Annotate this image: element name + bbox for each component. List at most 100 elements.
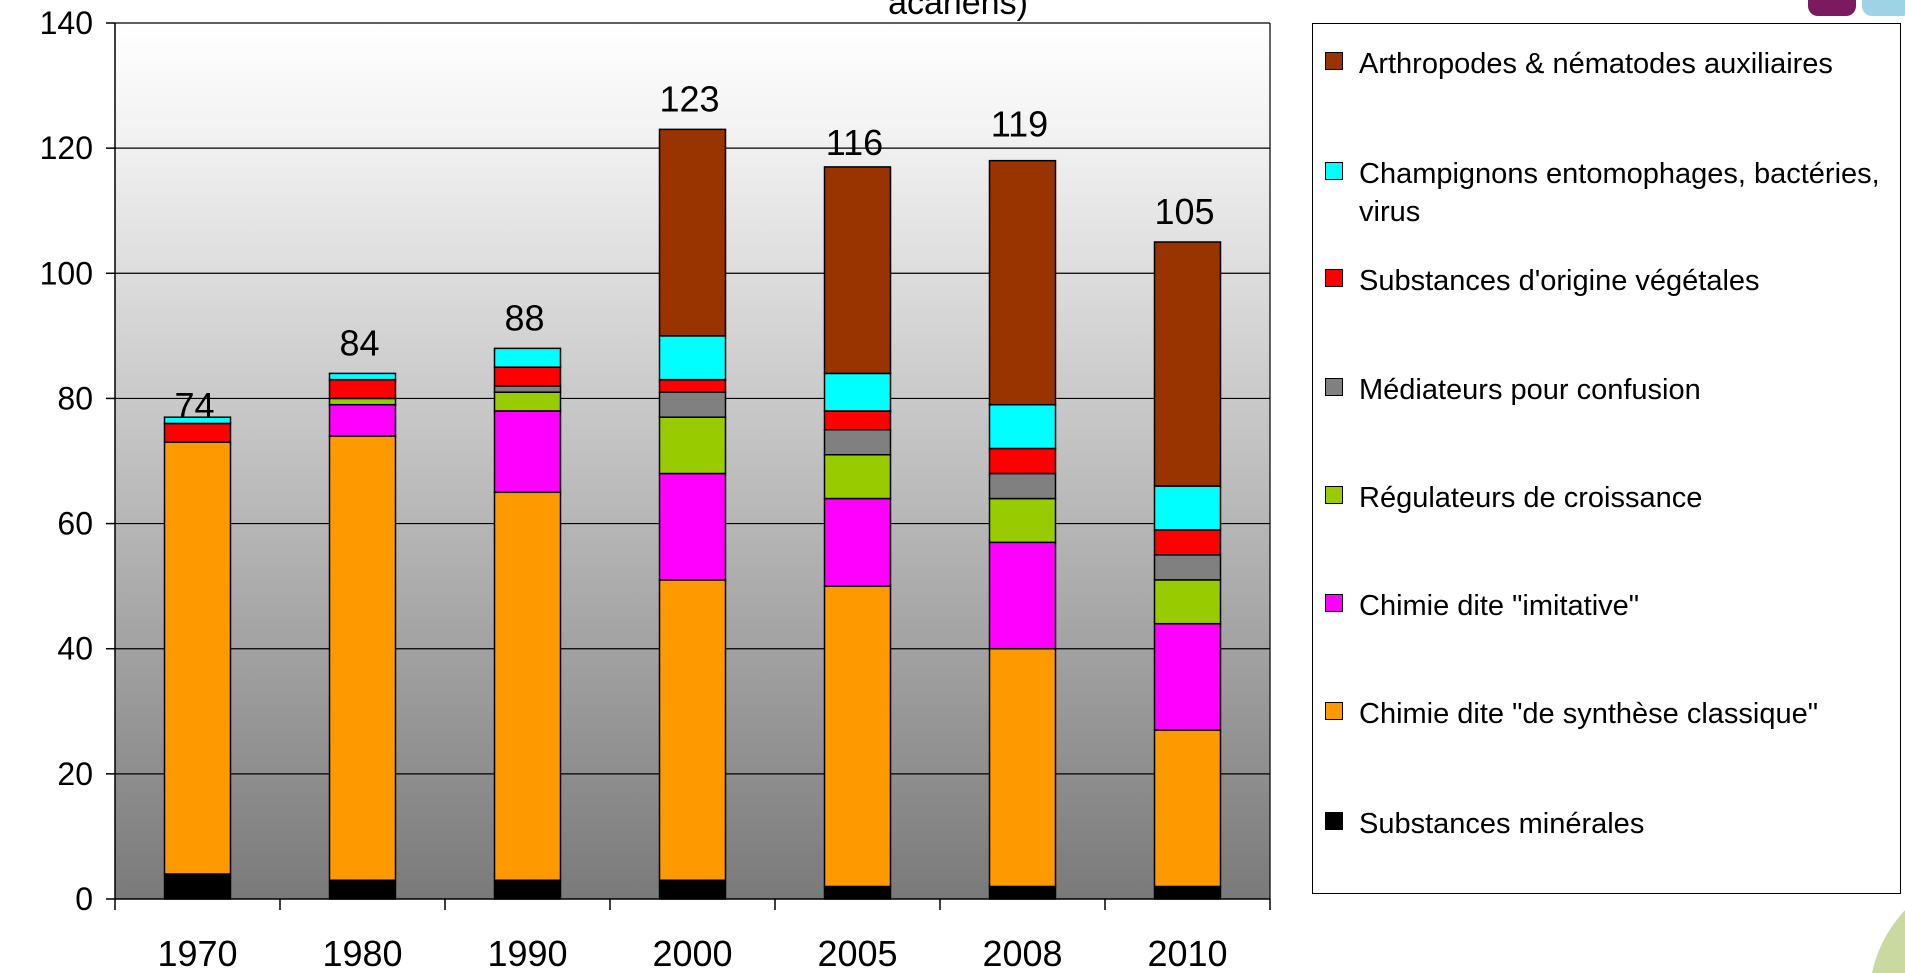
bar-segment	[658, 879, 727, 900]
y-tick-label: 40	[57, 631, 93, 667]
total-label: 84	[339, 322, 379, 363]
bar-segment	[988, 403, 1057, 450]
y-tick-label: 60	[57, 506, 93, 542]
bar-segment	[493, 366, 562, 387]
legend-swatch	[1325, 52, 1343, 70]
bar-segment	[493, 491, 562, 881]
decor-blue-tab	[1862, 0, 1905, 16]
bar-segment	[988, 497, 1057, 544]
bar-segment	[658, 391, 727, 418]
legend-label: Médiateurs pour confusion	[1359, 374, 1701, 406]
y-tick-labels: 0 20 40 60 80 100 120 140	[40, 5, 93, 917]
bar-segment	[988, 447, 1057, 475]
bar-segment	[658, 416, 727, 475]
bar-segment	[1153, 241, 1222, 487]
bar-segment	[1153, 729, 1222, 888]
bar-segment	[493, 391, 562, 412]
legend-swatch	[1325, 702, 1343, 720]
x-tick-label: 2005	[817, 933, 897, 973]
bar-segment	[163, 873, 232, 900]
legend-swatch	[1325, 486, 1343, 504]
legend-swatch	[1325, 594, 1343, 612]
bar-segment	[823, 453, 892, 500]
y-tick-label: 120	[40, 130, 93, 166]
bar-segment	[328, 397, 397, 406]
legend-swatch	[1325, 812, 1343, 830]
total-label: 119	[991, 103, 1048, 144]
legend-label: Chimie dite "imitative"	[1359, 590, 1640, 622]
bar-segment	[823, 585, 892, 888]
legend-swatch	[1325, 269, 1343, 287]
bar-segment	[1153, 579, 1222, 625]
bar-segment	[1153, 554, 1222, 581]
y-tick-label: 140	[40, 5, 93, 41]
bar-segment	[1153, 622, 1222, 731]
bar-segment	[658, 378, 727, 393]
bar-segment	[988, 647, 1057, 888]
bar-segment	[823, 497, 892, 587]
bar-segment	[163, 416, 232, 425]
decor-purple-tab	[1808, 0, 1856, 16]
legend-swatch	[1325, 378, 1343, 396]
total-label: 123	[659, 78, 719, 119]
bar-segment	[988, 885, 1057, 900]
x-tick-label: 2010	[1147, 933, 1227, 973]
legend-label: Champignons entomophages, bactéries, vir…	[1359, 158, 1880, 228]
total-label: 116	[826, 122, 883, 163]
total-label: 105	[1154, 191, 1214, 232]
bar-segment	[328, 879, 397, 900]
bar-segment	[328, 435, 397, 881]
bar-segment	[1153, 485, 1222, 531]
legend-label: Arthropodes & nématodes auxiliaires	[1359, 48, 1833, 80]
bar-segment	[328, 378, 397, 400]
bar-segment	[823, 428, 892, 456]
bar-segment	[823, 166, 892, 375]
bar-segment	[823, 410, 892, 431]
y-tick-label: 0	[75, 881, 93, 917]
x-tick-label: 1990	[487, 933, 567, 973]
x-tick-label: 1980	[322, 933, 402, 973]
bar-segment	[823, 885, 892, 900]
x-tick-label: 1970	[157, 933, 237, 973]
bar-segment	[988, 159, 1057, 406]
bar-segment	[658, 335, 727, 381]
bar-segment	[988, 472, 1057, 500]
legend-label: Régulateurs de croissance	[1359, 482, 1703, 514]
legend-label: Substances minérales	[1359, 808, 1645, 840]
total-labels: 74 84 88 123 116 119 105	[174, 78, 1214, 426]
legend: Arthropodes & nématodes auxiliaires Champ…	[1312, 23, 1901, 894]
bar-segment	[163, 422, 232, 443]
bar-segment	[658, 128, 727, 337]
y-tick-label: 20	[57, 756, 93, 792]
bar-segment	[658, 579, 727, 881]
y-tick-label: 100	[40, 255, 93, 291]
decor-green-leaf	[1872, 910, 1905, 973]
bar-segment	[328, 403, 397, 437]
corner-leaf-decoration	[1872, 910, 1905, 973]
axes	[106, 22, 1271, 910]
bar-segment	[163, 441, 232, 875]
bar-segment	[823, 372, 892, 412]
legend-label: Chimie dite "de synthèse classique"	[1359, 698, 1819, 730]
bar-segment	[493, 410, 562, 494]
x-tick-labels: 1970 1980 1990 2000 2005 2008 2010	[157, 933, 1227, 973]
legend-swatch	[1325, 162, 1343, 180]
bar-segment	[493, 385, 562, 393]
bar-segment	[658, 472, 727, 581]
bar-segment	[493, 347, 562, 368]
bar-segment	[328, 372, 397, 381]
total-label: 88	[504, 297, 544, 338]
x-tick-label: 2008	[982, 933, 1062, 973]
y-tick-label: 80	[57, 380, 93, 416]
chart-title: acariens)	[888, 0, 1028, 22]
total-label: 74	[174, 385, 214, 426]
legend-label: Substances d'origine végétales	[1359, 265, 1760, 297]
corner-decoration	[1808, 0, 1905, 16]
bar-segment	[493, 879, 562, 900]
x-tick-label: 2000	[652, 933, 732, 973]
bar-segment	[1153, 529, 1222, 556]
bar-segment	[988, 541, 1057, 650]
bar-segment	[1153, 885, 1222, 900]
bars	[163, 128, 1222, 900]
